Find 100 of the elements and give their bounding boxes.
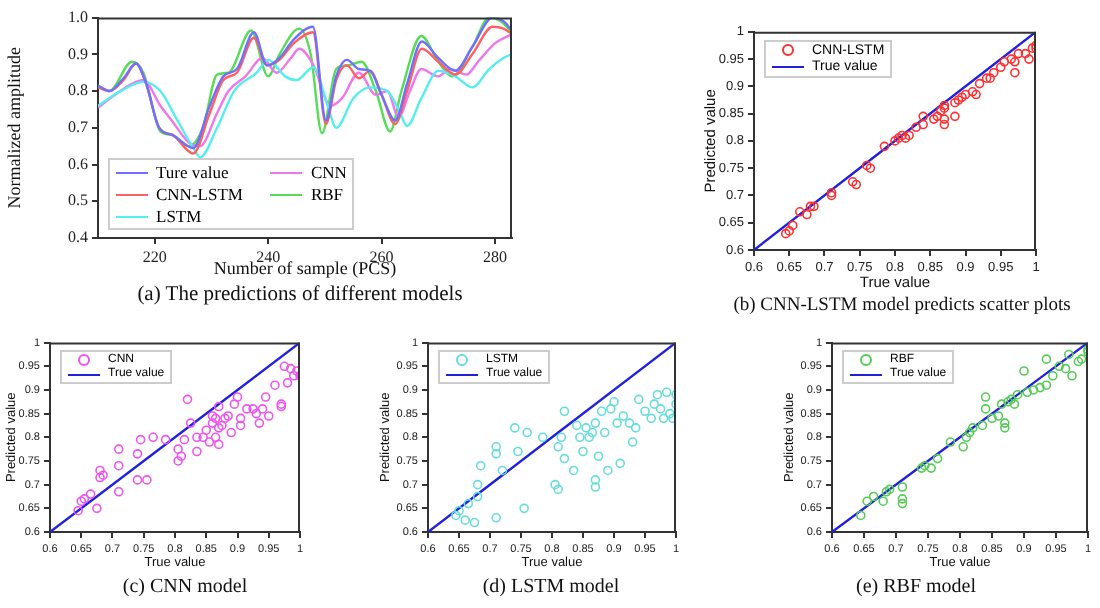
point — [242, 404, 252, 414]
point — [649, 399, 660, 409]
point — [95, 465, 105, 476]
point — [897, 482, 908, 492]
point — [173, 456, 183, 466]
point — [451, 510, 461, 521]
point — [213, 423, 224, 433]
point — [491, 441, 501, 452]
point — [640, 406, 650, 417]
point — [235, 413, 246, 424]
point — [475, 460, 486, 471]
point — [971, 89, 981, 100]
point — [618, 411, 629, 421]
point — [1060, 363, 1071, 374]
point — [454, 505, 464, 516]
point — [1041, 380, 1052, 391]
point — [932, 111, 943, 122]
point — [1048, 370, 1058, 381]
point — [606, 404, 616, 414]
point — [182, 394, 193, 405]
point — [556, 432, 567, 443]
text: (a) The predictions of different models — [135, 284, 465, 306]
point — [980, 392, 991, 402]
point — [1012, 389, 1023, 400]
point — [787, 220, 798, 231]
point — [575, 432, 585, 443]
point — [953, 95, 964, 105]
point — [226, 427, 237, 438]
point — [572, 420, 582, 431]
point — [665, 408, 675, 419]
point — [856, 510, 866, 521]
point — [961, 432, 972, 443]
point — [658, 413, 669, 424]
point — [260, 392, 271, 402]
point — [847, 177, 858, 187]
point — [993, 411, 1004, 421]
point — [204, 437, 215, 447]
point — [1000, 423, 1010, 433]
point — [559, 453, 570, 464]
point — [491, 512, 501, 523]
point — [960, 89, 971, 100]
point — [985, 73, 995, 83]
text: (e) RBF model — [854, 576, 978, 598]
text: (c) CNN model — [120, 576, 250, 598]
point — [865, 163, 876, 173]
point — [132, 475, 143, 485]
point — [999, 57, 1010, 67]
point — [179, 434, 190, 445]
point — [661, 387, 672, 398]
point — [491, 449, 501, 459]
point — [630, 423, 641, 433]
point — [878, 496, 888, 507]
point — [1020, 48, 1031, 59]
x-tick-label: 280 — [482, 247, 507, 266]
point — [1006, 54, 1017, 64]
point — [472, 479, 483, 490]
point — [981, 73, 992, 83]
legend-label: CNN — [310, 162, 347, 182]
point — [1000, 418, 1010, 428]
text: (b) CNN-LSTM model predicts scatter plots — [731, 296, 1073, 316]
point — [634, 394, 644, 405]
point — [920, 460, 930, 471]
point — [285, 363, 296, 374]
point — [624, 418, 635, 428]
point — [113, 460, 124, 471]
point — [609, 396, 619, 407]
point — [210, 432, 221, 443]
point — [553, 441, 563, 452]
legend-label: Ture value — [156, 162, 229, 182]
point — [550, 479, 560, 490]
point — [926, 463, 936, 473]
point — [1009, 399, 1020, 409]
point — [460, 515, 470, 525]
point — [936, 106, 946, 116]
point — [1041, 354, 1052, 364]
point — [918, 119, 928, 130]
point — [142, 475, 152, 485]
point — [587, 427, 598, 438]
point — [192, 432, 202, 443]
point — [868, 491, 879, 502]
point — [596, 406, 607, 417]
point — [1013, 48, 1024, 59]
point — [590, 482, 601, 492]
point — [968, 423, 978, 433]
point — [192, 446, 202, 457]
point — [612, 418, 622, 428]
point — [469, 517, 480, 528]
point — [615, 458, 625, 469]
point — [257, 404, 268, 414]
point — [1010, 57, 1020, 67]
point — [282, 378, 293, 388]
point — [862, 160, 872, 171]
legend-label: RBF — [310, 184, 344, 204]
point — [593, 451, 604, 462]
point — [522, 427, 532, 438]
point — [217, 420, 227, 431]
point — [590, 475, 601, 485]
point — [160, 434, 171, 445]
point — [113, 444, 124, 454]
point — [805, 201, 816, 212]
